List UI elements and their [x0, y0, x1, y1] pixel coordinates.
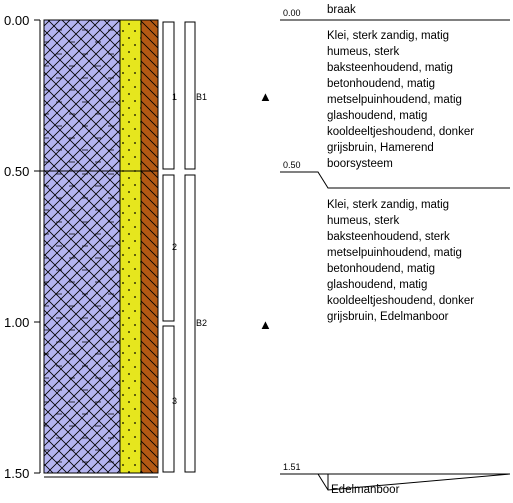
water-level-marker: ▲ — [259, 317, 272, 332]
sample-box-1 — [162, 21, 175, 170]
depth-tick-label: 1.50 — [4, 466, 29, 481]
borehole-column: B1 B2 — [184, 21, 207, 473]
column-border — [43, 19, 159, 474]
layer-description-line: Klei, sterk zandig, matig — [327, 30, 449, 42]
layer-description-line: braak — [327, 4, 356, 16]
layer-descriptions: 0.00 braak Klei, sterk zandig, matig hum… — [280, 4, 511, 496]
layer-description-line: glashoudend, matig — [327, 110, 427, 122]
layer-description-line: grijsbruin, Hamerend — [327, 142, 434, 154]
layer-description-line: boorsysteem — [327, 158, 393, 170]
layer-description-line: grijsbruin, Edelmanboor — [327, 311, 449, 323]
borehole-label-b2: B2 — [196, 318, 207, 328]
lithology-column — [40, 19, 159, 478]
sample-label-3: 3 — [172, 396, 177, 406]
layer-depth-label: 1.51 — [283, 462, 301, 472]
humus-dashes — [44, 20, 120, 473]
sand-dots — [120, 20, 141, 473]
layer-description-line: kooldeeltjeshoudend, donker — [327, 126, 474, 138]
sample-label-2: 2 — [172, 242, 177, 252]
layer-depth-label: 0.50 — [283, 160, 301, 170]
layer-depth-label: 0.00 — [283, 8, 301, 18]
depth-tick-label: 1.00 — [4, 315, 29, 330]
sample-box-2 — [162, 174, 175, 322]
depth-tick-label: 0.00 — [4, 13, 29, 28]
layer-description-line: baksteenhoudend, matig — [327, 62, 453, 74]
layer-description-line: baksteenhoudend, sterk — [327, 231, 450, 243]
layer-description-line: betonhoudend, matig — [327, 78, 435, 90]
layer-line — [280, 171, 510, 189]
layer-description-line: humeus, sterk — [327, 46, 399, 58]
layer-description-line: metselpuinhoudend, matig — [327, 247, 462, 259]
layer-description-line: glashoudend, matig — [327, 279, 427, 291]
sample-column: 1 2 3 — [162, 21, 177, 473]
layer-description-line: humeus, sterk — [327, 215, 399, 227]
depth-axis: 0.00 0.50 1.00 1.50 — [4, 13, 41, 481]
sample-box-3 — [162, 325, 175, 473]
layer-description-line: metselpuinhoudend, matig — [327, 94, 462, 106]
brick-hatch — [141, 20, 158, 473]
water-level-marker: ▲ — [259, 89, 272, 104]
layer-description-line: Klei, sterk zandig, matig — [327, 199, 449, 211]
sample-label-1: 1 — [172, 92, 177, 102]
layer-line — [280, 473, 511, 491]
borehole-label-b1: B1 — [196, 92, 207, 102]
layer-description-line: kooldeeltjeshoudend, donker — [327, 295, 474, 307]
layer-description-line: Edelmanboor — [331, 484, 400, 496]
layer-description-line: betonhoudend, matig — [327, 263, 435, 275]
borehole-box-b1 — [184, 21, 196, 170]
borehole-box-b2 — [184, 174, 196, 473]
depth-tick-label: 0.50 — [4, 164, 29, 179]
